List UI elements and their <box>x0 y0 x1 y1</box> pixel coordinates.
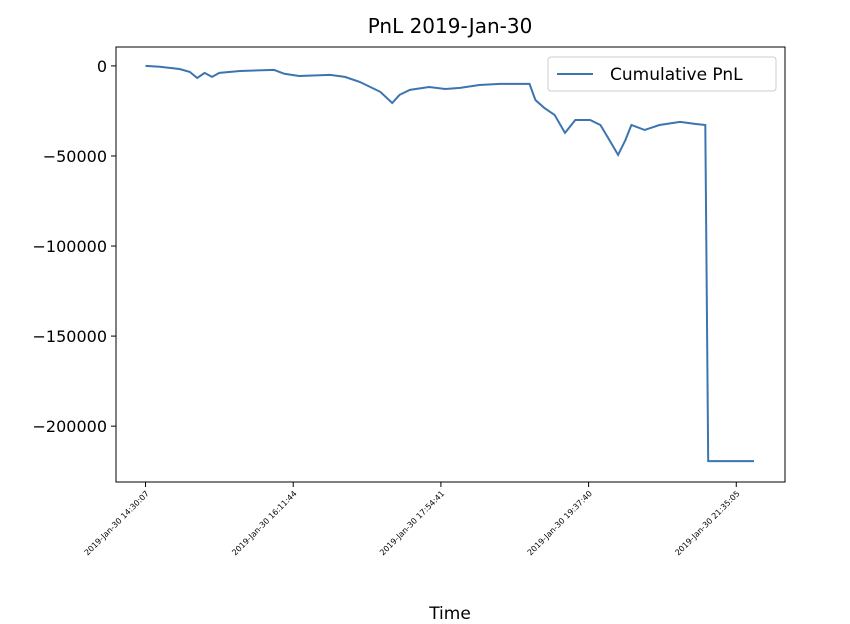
legend-box <box>547 56 777 92</box>
y-tick-label: −150000 <box>33 327 107 346</box>
plot-frame <box>115 46 786 483</box>
y-tick-label: −200000 <box>33 417 107 436</box>
y-tick-label: −50000 <box>43 147 107 166</box>
x-tick-label: 2019-Jan-30 16:11:44 <box>230 489 298 557</box>
x-axis-label: Time <box>428 604 471 624</box>
chart-title: PnL 2019-Jan-30 <box>368 14 533 38</box>
x-tick-label: 2019-Jan-30 14:30:07 <box>83 489 151 557</box>
y-tick-label: −100000 <box>33 237 107 256</box>
x-tick-label: 2019-Jan-30 21:35:05 <box>673 489 741 557</box>
x-tick-label: 2019-Jan-30 17:54:41 <box>378 489 446 557</box>
x-tick-label: 2019-Jan-30 19:37:40 <box>526 489 594 557</box>
y-tick-label: 0 <box>97 57 107 76</box>
data-line <box>145 64 754 463</box>
legend-label: Cumulative PnL <box>610 65 743 85</box>
